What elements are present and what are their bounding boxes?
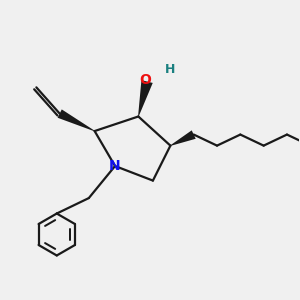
Text: H: H (165, 63, 176, 76)
Polygon shape (58, 110, 95, 131)
Polygon shape (138, 80, 153, 117)
Text: N: N (109, 159, 121, 173)
Polygon shape (170, 130, 196, 146)
Text: O: O (140, 73, 152, 87)
